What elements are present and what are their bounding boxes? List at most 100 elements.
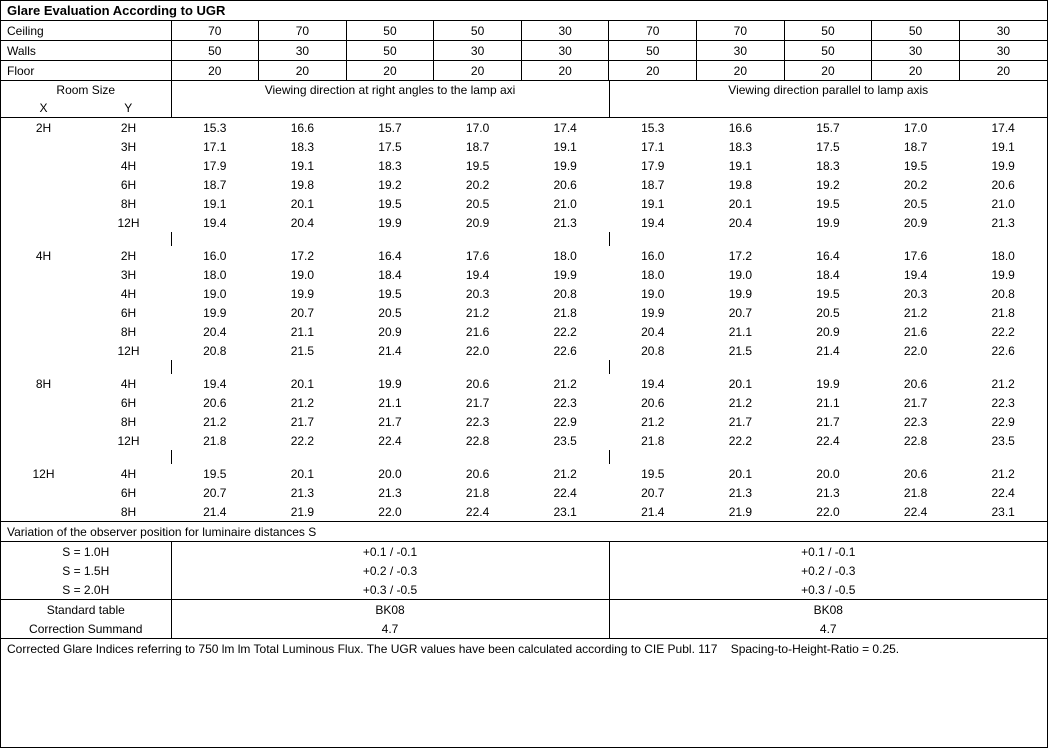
x-cell [1,213,86,232]
ugr-value: 21.2 [609,412,697,431]
ugr-value: 21.8 [171,431,259,450]
ugr-value: 20.1 [697,464,785,483]
ugr-value: 21.4 [171,502,259,521]
ugr-value: 20.5 [434,194,522,213]
y-cell: 2H [86,118,171,138]
data-row: 12H19.420.419.920.921.319.420.419.920.92… [1,213,1047,232]
x-cell [1,284,86,303]
ugr-value: 17.0 [872,118,960,138]
variation-value: +0.1 / -0.1 [171,542,609,562]
ugr-value: 20.5 [346,303,434,322]
ugr-value: 17.4 [521,118,609,138]
ugr-value: 20.6 [872,464,960,483]
data-row: 2H2H15.316.615.717.017.415.316.615.717.0… [1,118,1047,138]
ugr-value: 19.5 [609,464,697,483]
correction-summand-label: Correction Summand [1,619,171,639]
ugr-value: 18.3 [259,137,347,156]
ugr-value: 22.8 [434,431,522,450]
ugr-value: 23.1 [959,502,1047,521]
ugr-value: 15.3 [171,118,259,138]
ugr-value: 19.9 [521,265,609,284]
ugr-value: 20.1 [697,194,785,213]
walls-row: Walls 50 30 50 30 30 50 30 50 30 30 [1,41,1047,61]
ugr-value: 22.0 [872,341,960,360]
ugr-value: 21.0 [521,194,609,213]
x-cell: 8H [1,374,86,393]
ugr-value: 20.6 [521,175,609,194]
ugr-table: Glare Evaluation According to UGR Ceilin… [0,0,1048,748]
ugr-value: 21.8 [434,483,522,502]
standard-table-value: BK08 [609,600,1047,620]
data-row: 6H20.721.321.321.822.420.721.321.321.822… [1,483,1047,502]
ugr-value: 19.5 [872,156,960,175]
ugr-value: 20.0 [784,464,872,483]
y-cell: 6H [86,393,171,412]
ugr-value: 21.7 [259,412,347,431]
ugr-value: 19.2 [346,175,434,194]
spacer-row [1,360,1047,374]
ugr-value: 20.9 [872,213,960,232]
ugr-value: 22.3 [959,393,1047,412]
ugr-value: 21.2 [521,374,609,393]
y-cell: 4H [86,374,171,393]
ugr-value: 23.1 [521,502,609,521]
ugr-value: 21.8 [959,303,1047,322]
y-cell: 2H [86,246,171,265]
ugr-value: 19.1 [171,194,259,213]
variation-section: Variation of the observer position for l… [1,521,1047,639]
ugr-value: 19.4 [609,374,697,393]
x-cell: 2H [1,118,86,138]
ugr-value: 21.4 [609,502,697,521]
ugr-value: 22.0 [346,502,434,521]
ugr-value: 22.3 [521,393,609,412]
ugr-value: 17.4 [959,118,1047,138]
ugr-value: 22.3 [872,412,960,431]
ugr-value: 19.0 [609,284,697,303]
data-row: 8H20.421.120.921.622.220.421.120.921.622… [1,322,1047,341]
ugr-value: 16.6 [697,118,785,138]
y-cell: 12H [86,341,171,360]
ugr-value: 21.6 [872,322,960,341]
ugr-value: 20.8 [171,341,259,360]
ugr-value: 21.8 [609,431,697,450]
ugr-value: 22.2 [521,322,609,341]
y-cell: 8H [86,412,171,431]
ugr-value: 16.0 [171,246,259,265]
ugr-value: 21.7 [346,412,434,431]
ugr-value: 21.5 [697,341,785,360]
ugr-value: 22.2 [697,431,785,450]
data-row: 6H20.621.221.121.722.320.621.221.121.722… [1,393,1047,412]
data-row: 3H17.118.317.518.719.117.118.317.518.719… [1,137,1047,156]
ugr-value: 21.2 [259,393,347,412]
ugr-value: 20.8 [959,284,1047,303]
ugr-value: 20.7 [697,303,785,322]
ugr-value: 20.1 [259,194,347,213]
ugr-value: 20.4 [259,213,347,232]
ugr-value: 18.0 [521,246,609,265]
ugr-value: 19.9 [259,284,347,303]
variation-row-label: S = 1.5H [1,561,171,580]
ugr-value: 19.0 [697,265,785,284]
ugr-value: 19.4 [609,213,697,232]
ugr-value: 20.6 [434,464,522,483]
ugr-value: 19.9 [171,303,259,322]
ugr-value: 17.1 [609,137,697,156]
data-row: 8H19.120.119.520.521.019.120.119.520.521… [1,194,1047,213]
ugr-value: 20.3 [434,284,522,303]
ugr-value: 19.9 [959,156,1047,175]
data-row: 12H4H19.520.120.020.621.219.520.120.020.… [1,464,1047,483]
data-row: 6H19.920.720.521.221.819.920.720.521.221… [1,303,1047,322]
ugr-value: 15.7 [784,118,872,138]
ugr-value: 17.1 [171,137,259,156]
ugr-value: 20.4 [609,322,697,341]
ugr-value: 21.3 [784,483,872,502]
ugr-value: 19.5 [346,284,434,303]
ceiling-label: Ceiling [1,21,171,41]
ugr-value: 20.6 [434,374,522,393]
room-size-label: Room Size [1,81,171,99]
ugr-value: 20.4 [697,213,785,232]
standard-table-value: BK08 [171,600,609,620]
ugr-value: 21.3 [521,213,609,232]
x-cell [1,265,86,284]
floor-label: Floor [1,61,171,81]
